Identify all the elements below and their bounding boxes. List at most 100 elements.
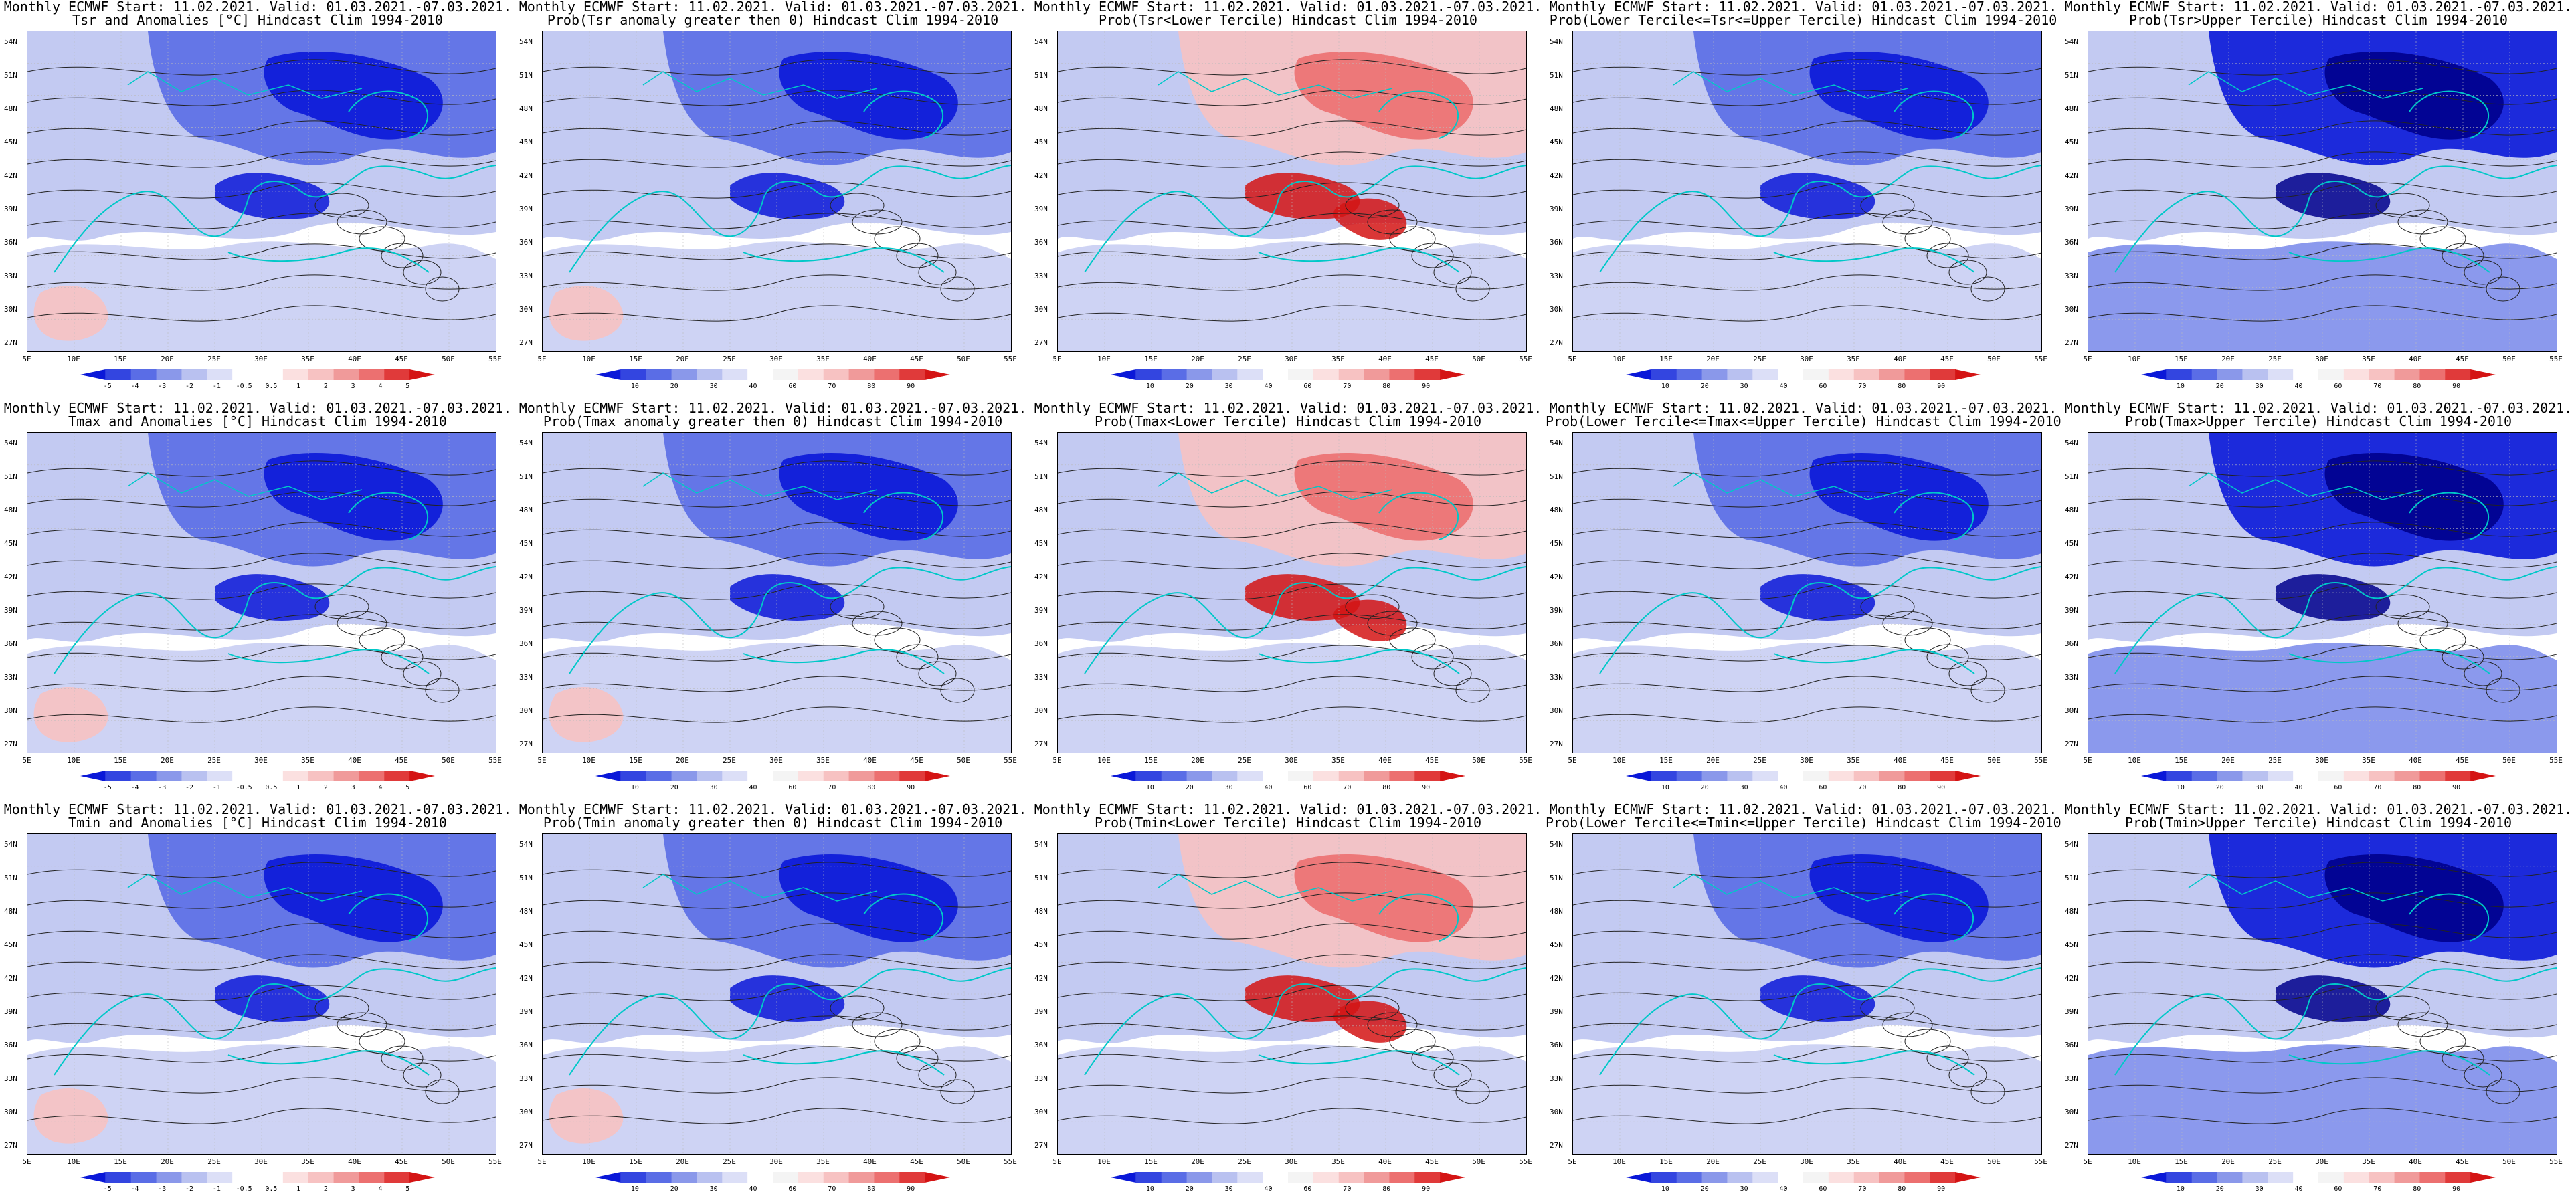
latitude-label: 42N — [519, 573, 533, 581]
latitude-label: 33N — [519, 673, 533, 682]
longitude-label: 40E — [1378, 1157, 1392, 1166]
longitude-label: 55E — [2549, 355, 2563, 363]
colorbar-tick-label: 10 — [1661, 1185, 1669, 1193]
longitude-label: 30E — [2315, 756, 2328, 765]
colorbar-tick-label: 60 — [1303, 1185, 1312, 1193]
longitude-label: 50E — [1472, 1157, 1485, 1166]
colorbar-tick-label: 80 — [1898, 1185, 1906, 1193]
longitude-label: 10E — [1613, 756, 1626, 765]
latitude-label: 39N — [519, 205, 533, 213]
longitude-label: 15E — [629, 756, 642, 765]
panel-title-line2: Prob(Lower Tercile<=Tmin<=Upper Tercile)… — [1546, 815, 2061, 831]
map-panel-10: Monthly ECMWF Start: 11.02.2021. Valid: … — [2061, 401, 2576, 803]
longitude-label: 15E — [629, 1157, 642, 1166]
colorbar — [2141, 369, 2496, 380]
latitude-label: 36N — [1550, 639, 1563, 648]
longitude-label: 30E — [254, 355, 268, 363]
colorbar-svg — [1111, 369, 1465, 380]
latitude-label: 33N — [1550, 272, 1563, 280]
longitude-label: 35E — [2362, 1157, 2375, 1166]
map-plot-area — [542, 432, 1012, 753]
latitude-label: 30N — [1550, 305, 1563, 314]
colorbar-tick-label: 0.5 — [265, 383, 278, 390]
colorbar-tick-label: 80 — [1898, 383, 1906, 390]
colorbar-tick-label: 90 — [907, 1185, 915, 1193]
colorbar — [1626, 1172, 1981, 1183]
panel-title: Monthly ECMWF Start: 11.02.2021. Valid: … — [2061, 401, 2576, 428]
colorbar-tick-label: 5 — [405, 383, 410, 390]
latitude-label: 54N — [1550, 840, 1563, 849]
latitude-label: 54N — [1550, 37, 1563, 46]
longitude-label: 35E — [816, 1157, 830, 1166]
longitude-label: 5E — [2083, 355, 2092, 363]
latitude-label: 36N — [1034, 1041, 1048, 1049]
panel-title-line1: Monthly ECMWF Start: 11.02.2021. Valid: … — [519, 801, 1027, 817]
latitude-label: 48N — [1550, 104, 1563, 113]
latitude-label: 27N — [2065, 740, 2078, 748]
latitude-label: 30N — [4, 1108, 17, 1116]
colorbar-tick-labels: 10 20 30 40 60 70 80 90 — [1626, 1185, 1981, 1195]
latitude-label: 45N — [519, 138, 533, 146]
latitude-label: 45N — [1550, 940, 1563, 949]
longitude-label: 55E — [1519, 355, 1532, 363]
colorbar-tick-label: 70 — [2373, 1185, 2382, 1193]
colorbar-tick-label: 20 — [2215, 383, 2224, 390]
latitude-label: 42N — [4, 974, 17, 983]
longitude-label: 55E — [2549, 756, 2563, 765]
colorbar — [1111, 1172, 1465, 1183]
panel-title: Monthly ECMWF Start: 11.02.2021. Valid: … — [0, 401, 515, 428]
colorbar-tick-label: -1 — [212, 1185, 221, 1193]
latitude-label: 48N — [519, 506, 533, 514]
panel-title-line1: Monthly ECMWF Start: 11.02.2021. Valid: … — [3, 0, 512, 15]
longitude-label: 55E — [488, 1157, 502, 1166]
panel-title-line2: Prob(Tmax anomaly greater then 0) Hindca… — [543, 413, 1003, 429]
colorbar-tick-labels: 10 20 30 40 60 70 80 90 — [595, 784, 950, 793]
latitude-label: 39N — [4, 606, 17, 615]
panel-title-line1: Monthly ECMWF Start: 11.02.2021. Valid: … — [2064, 801, 2573, 817]
map-panel-1: Monthly ECMWF Start: 11.02.2021. Valid: … — [0, 0, 515, 401]
latitude-label: 51N — [4, 71, 17, 80]
longitude-label: 40E — [2409, 756, 2422, 765]
latitude-label: 42N — [2065, 171, 2078, 180]
colorbar-tick-label: 3 — [351, 784, 355, 791]
latitude-label: 33N — [2065, 1074, 2078, 1083]
colorbar-tick-label: -4 — [130, 784, 139, 791]
panel-title-line1: Monthly ECMWF Start: 11.02.2021. Valid: … — [3, 400, 512, 416]
colorbar-tick-label: -4 — [130, 1185, 139, 1193]
colorbar-svg — [1111, 1172, 1465, 1183]
colorbar — [2141, 771, 2496, 781]
latitude-label: 51N — [519, 472, 533, 481]
panel-title: Monthly ECMWF Start: 11.02.2021. Valid: … — [1030, 803, 1546, 829]
longitude-label: 5E — [1052, 1157, 1062, 1166]
latitude-label: 30N — [1034, 305, 1048, 314]
colorbar-tick-labels: 10 20 30 40 60 70 80 90 — [1626, 383, 1981, 392]
colorbar-tick-label: 60 — [1819, 383, 1827, 390]
latitude-label: 45N — [1034, 940, 1048, 949]
colorbar — [595, 1172, 950, 1183]
colorbar-tick-label: -5 — [103, 383, 112, 390]
latitude-label: 54N — [1550, 439, 1563, 447]
colorbar-tick-labels: 10 20 30 40 60 70 80 90 — [595, 1185, 950, 1195]
latitude-label: 48N — [2065, 907, 2078, 916]
colorbar-tick-label: 60 — [2334, 1185, 2342, 1193]
colorbar-tick-label: 80 — [2413, 1185, 2421, 1193]
latitude-label: 45N — [519, 539, 533, 548]
colorbar-tick-labels: 10 20 30 40 60 70 80 90 — [1111, 784, 1465, 793]
latitude-label: 33N — [1034, 1074, 1048, 1083]
longitude-label: 40E — [1378, 756, 1392, 765]
panel-title: Monthly ECMWF Start: 11.02.2021. Valid: … — [2061, 803, 2576, 829]
map-canvas — [2088, 834, 2557, 1154]
longitude-label: 40E — [863, 1157, 877, 1166]
latitude-label: 48N — [519, 104, 533, 113]
latitude-label: 51N — [4, 472, 17, 481]
colorbar — [1111, 369, 1465, 380]
colorbar-svg — [1111, 771, 1465, 781]
longitude-label: 55E — [2034, 355, 2047, 363]
panel-title-line1: Monthly ECMWF Start: 11.02.2021. Valid: … — [1549, 400, 2057, 416]
longitude-label: 40E — [348, 355, 361, 363]
map-plot-area — [1057, 833, 1527, 1155]
panel-title: Monthly ECMWF Start: 11.02.2021. Valid: … — [1546, 803, 2061, 829]
longitude-label: 35E — [301, 1157, 314, 1166]
latitude-label: 54N — [4, 439, 17, 447]
longitude-label: 35E — [816, 355, 830, 363]
